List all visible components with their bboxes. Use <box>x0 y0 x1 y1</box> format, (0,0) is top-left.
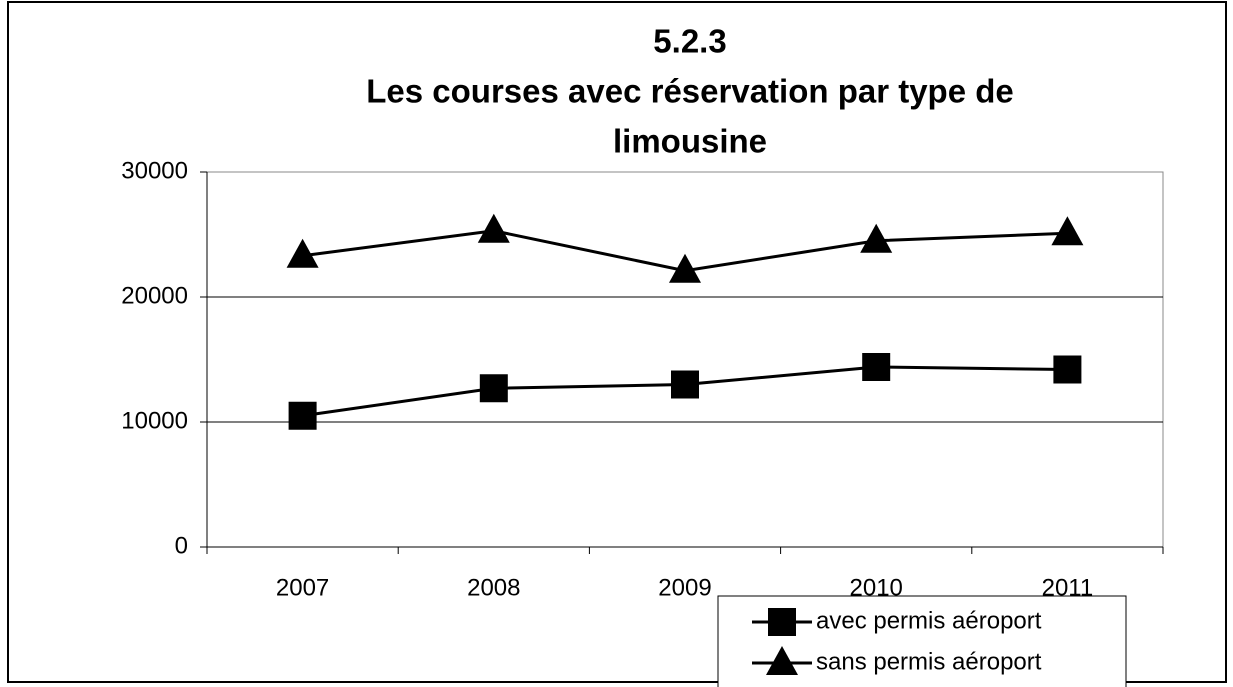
x-tick-label: 2009 <box>658 574 711 601</box>
y-tick-label: 30000 <box>121 157 188 184</box>
chart-border <box>7 1 1227 683</box>
data-point <box>286 238 319 268</box>
legend-marker <box>766 646 798 675</box>
chart-title: Les courses avec réservation par type de <box>366 73 1014 110</box>
x-tick-label: 2008 <box>467 574 520 601</box>
y-tick-label: 10000 <box>121 407 188 434</box>
data-point <box>479 374 508 403</box>
legend-marker <box>768 608 796 636</box>
chart-title: 5.2.3 <box>653 23 726 60</box>
data-point <box>288 401 317 430</box>
chart-title: limousine <box>613 123 767 160</box>
x-tick-label: 2007 <box>276 574 329 601</box>
data-point <box>1051 216 1084 246</box>
y-tick-label: 0 <box>175 532 188 559</box>
legend-label: sans permis aéroport <box>816 648 1042 675</box>
y-tick-label: 20000 <box>121 282 188 309</box>
data-point <box>1053 355 1082 384</box>
data-point <box>862 353 891 381</box>
legend-label: avec permis aéroport <box>816 607 1042 634</box>
data-point <box>671 370 699 399</box>
data-point <box>477 213 510 243</box>
data-point <box>669 253 701 283</box>
data-point <box>860 223 893 253</box>
